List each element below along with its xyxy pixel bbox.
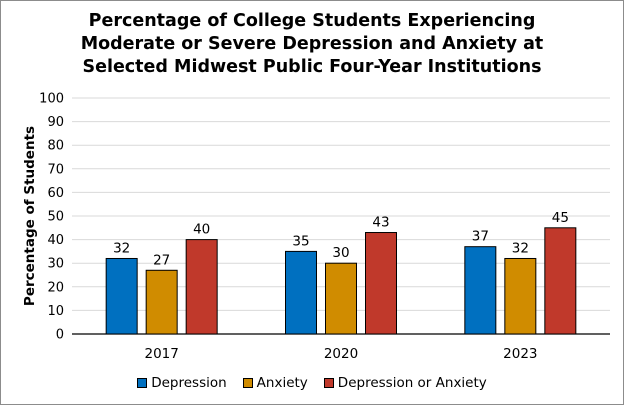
- legend-swatch-depression: [137, 378, 148, 388]
- bar-anxiety-2020: [325, 262, 357, 335]
- bar-depression-or-anxiety-2023: [544, 227, 577, 335]
- legend-item-anxiety: Anxiety: [242, 375, 308, 391]
- legend-item-depression: Depression: [137, 375, 227, 391]
- bar-depression-or-anxiety-2020: [365, 232, 397, 335]
- bar-anxiety-2017: [145, 269, 178, 335]
- legend-swatch-depression-or-anxiety: [323, 378, 334, 388]
- y-tick-label-70: 70: [47, 162, 64, 177]
- bar-depression-or-anxiety-2017: [185, 239, 218, 335]
- data-label-depression-2020: 35: [292, 233, 309, 249]
- y-tick-label-0: 0: [56, 328, 64, 343]
- bar-depression-2017: [105, 257, 138, 335]
- x-tick-label-2023: 2023: [503, 346, 537, 362]
- y-tick-label-50: 50: [47, 210, 64, 225]
- legend-item-depression-or-anxiety: Depression or Anxiety: [323, 375, 487, 391]
- y-tick-label-10: 10: [47, 304, 64, 319]
- x-tick-label-2020: 2020: [324, 346, 358, 362]
- chart-title-line-1: Percentage of College Students Experienc…: [88, 11, 536, 31]
- y-tick-label-80: 80: [47, 139, 64, 154]
- legend-label-depression: Depression: [151, 375, 227, 391]
- bar-depression-2023: [464, 246, 497, 335]
- y-axis-label: Percentage of Students: [22, 126, 38, 306]
- data-label-depression-2017: 32: [113, 240, 130, 256]
- data-label-anxiety-2020: 30: [332, 245, 349, 261]
- data-label-depression-or-anxiety-2023: 45: [552, 210, 569, 226]
- data-label-anxiety-2017: 27: [153, 252, 170, 268]
- legend: Depression Anxiety Depression or Anxiety: [1, 375, 623, 391]
- chart-title: Percentage of College Students Experienc…: [1, 10, 623, 79]
- y-tick-label-20: 20: [47, 280, 64, 295]
- y-tick-label-100: 100: [39, 92, 64, 107]
- bar-depression-2020: [285, 250, 317, 335]
- y-tick-label-60: 60: [47, 186, 64, 201]
- legend-swatch-anxiety: [242, 378, 253, 388]
- y-tick-label-40: 40: [47, 233, 64, 248]
- chart-title-line-2: Moderate or Severe Depression and Anxiet…: [80, 34, 544, 54]
- legend-label-depression-or-anxiety: Depression or Anxiety: [337, 375, 487, 391]
- data-label-anxiety-2023: 32: [512, 240, 529, 256]
- bar-anxiety-2023: [504, 257, 537, 335]
- data-label-depression-or-anxiety-2017: 40: [193, 222, 210, 238]
- x-tick-label-2017: 2017: [144, 346, 178, 362]
- y-tick-label-90: 90: [47, 115, 64, 130]
- y-tick-label-30: 30: [47, 257, 64, 272]
- legend-label-anxiety: Anxiety: [256, 375, 308, 391]
- data-label-depression-or-anxiety-2020: 43: [372, 215, 389, 231]
- chart-title-line-3: Selected Midwest Public Four-Year Instit…: [82, 57, 542, 77]
- data-label-depression-2023: 37: [472, 229, 489, 245]
